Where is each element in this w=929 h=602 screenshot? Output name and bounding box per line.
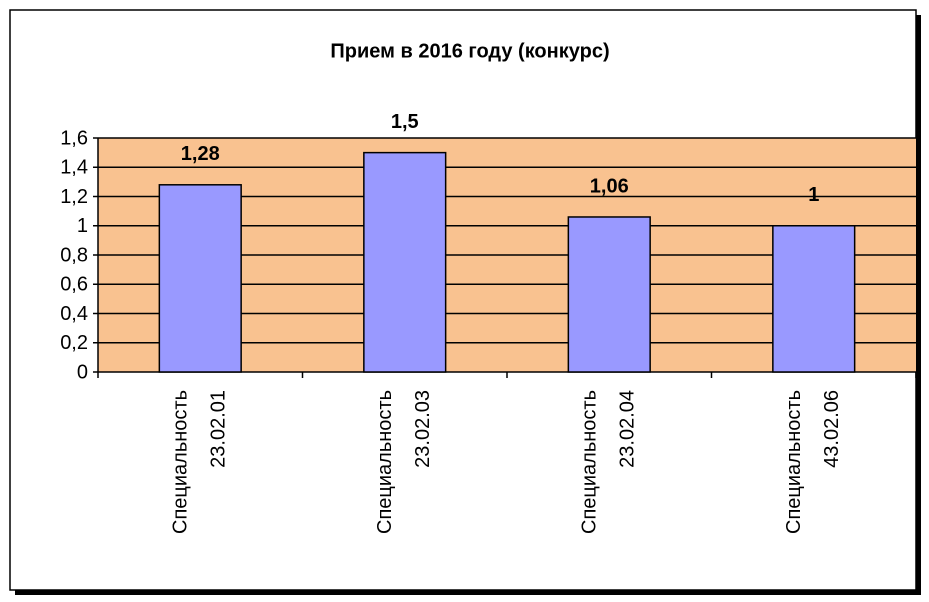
value-label: 1,5 bbox=[391, 111, 419, 133]
y-tick-label: 1,6 bbox=[60, 127, 88, 149]
bar bbox=[363, 151, 447, 373]
y-tick-label: 1,2 bbox=[60, 186, 88, 208]
bar bbox=[567, 216, 651, 373]
value-label: 1,28 bbox=[181, 143, 220, 165]
y-tick-label: 0,8 bbox=[60, 244, 88, 266]
chart-title: Прием в 2016 году (конкурс) bbox=[330, 40, 609, 62]
y-tick-label: 1 bbox=[77, 215, 88, 237]
x-tick-label: Специальность 23.02.03 bbox=[374, 390, 434, 534]
y-tick-label: 0,6 bbox=[60, 274, 88, 296]
y-tick-label: 0,4 bbox=[60, 303, 88, 325]
value-label: 1 bbox=[808, 184, 819, 206]
x-tick-label: Специальность 23.02.04 bbox=[579, 390, 639, 534]
y-tick-label: 0,2 bbox=[60, 332, 88, 354]
x-tick-label: Специальность 23.02.01 bbox=[170, 390, 230, 534]
bar bbox=[158, 184, 242, 373]
x-tick-label: Специальность 43.02.06 bbox=[783, 390, 843, 534]
value-label: 1,06 bbox=[590, 175, 629, 197]
y-tick-label: 0 bbox=[77, 361, 88, 383]
y-tick-label: 1,4 bbox=[60, 157, 88, 179]
bar bbox=[772, 225, 856, 373]
